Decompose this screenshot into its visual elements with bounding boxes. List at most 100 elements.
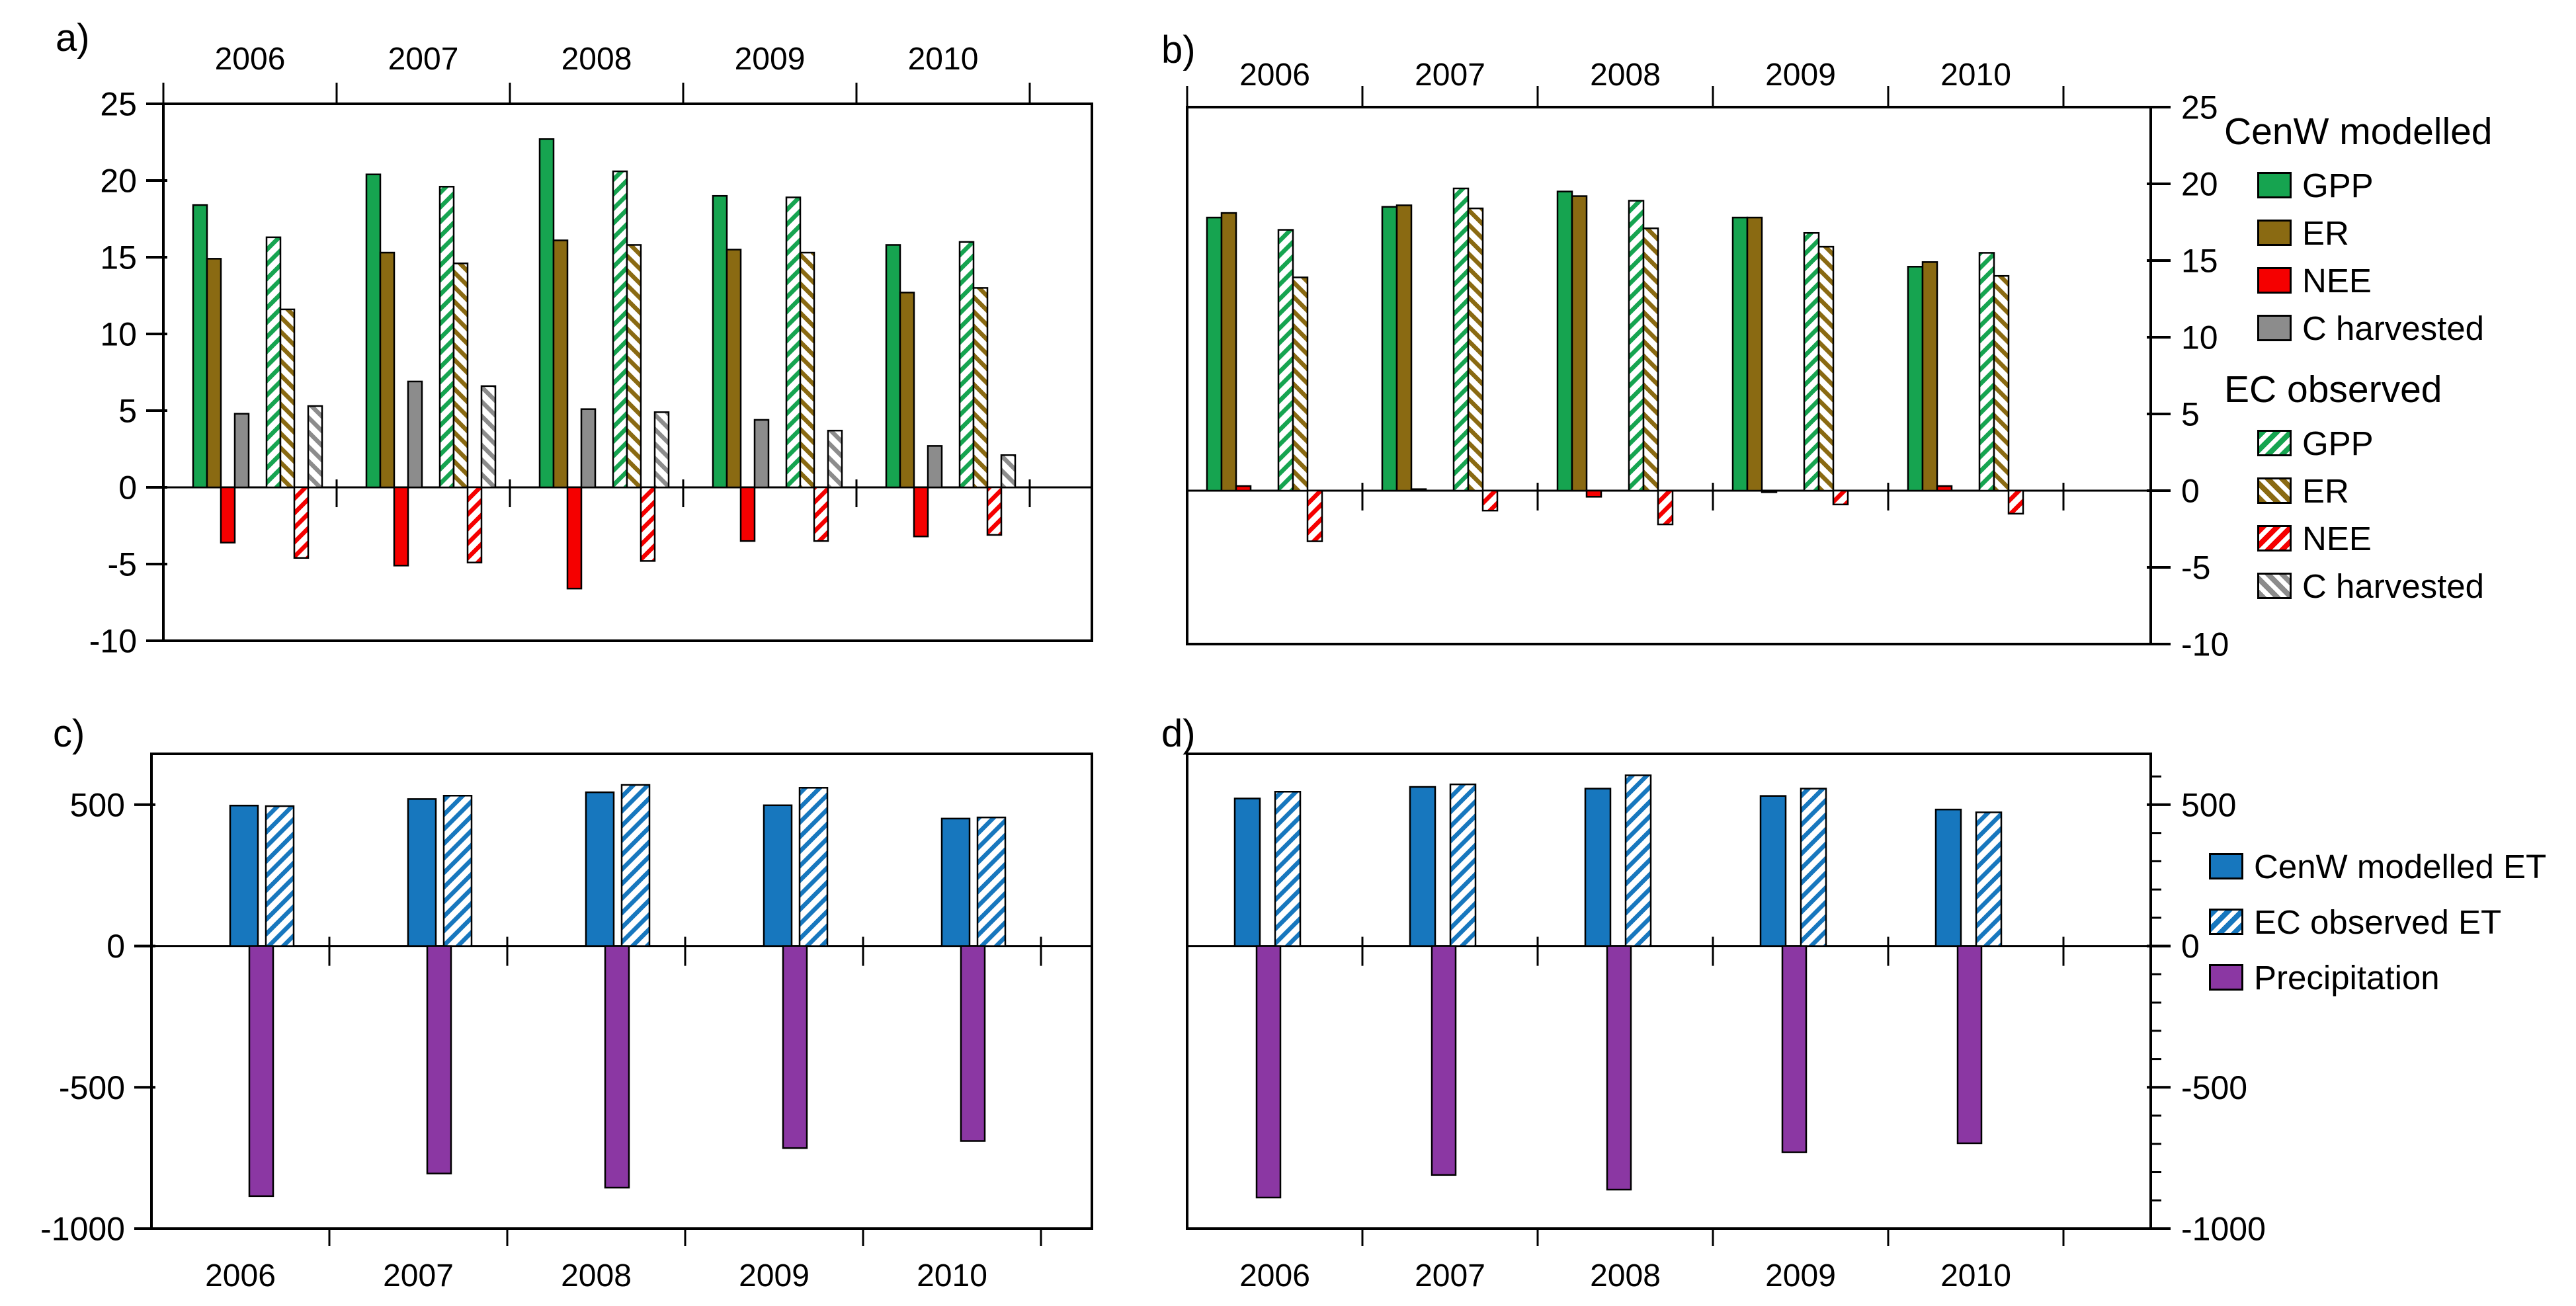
bar [265, 236, 282, 489]
bar [1934, 808, 1962, 947]
bar [1800, 788, 1827, 947]
axis-label: 5 [118, 393, 137, 430]
legend-item-label: C harvested [2302, 309, 2484, 347]
bar [1556, 190, 1573, 492]
axis-label: 2006 [215, 42, 286, 77]
charvested-solid-swatch-icon [2257, 315, 2292, 341]
bar [827, 429, 843, 489]
legend-item-precipitation: Precipitation [2209, 950, 2546, 1005]
legend-item-label: C harvested [2302, 567, 2484, 605]
bar [1274, 791, 1302, 947]
bar [1993, 274, 2010, 492]
axis-label: 500 [70, 786, 125, 823]
bar [813, 486, 829, 542]
bar [1584, 788, 1612, 947]
legend-water: CenW modelled ET EC observed ET Precipit… [2209, 838, 2546, 1005]
bar [1921, 261, 1938, 492]
bar [620, 784, 651, 947]
bar [2007, 489, 2024, 515]
axis-label: 2009 [1765, 58, 1836, 93]
bar [1452, 187, 1470, 492]
bar [763, 804, 793, 947]
bar [960, 945, 986, 1142]
bar [1220, 212, 1237, 492]
axis-label: 500 [2181, 786, 2236, 823]
legend-item-label: EC observed ET [2254, 903, 2502, 941]
axis-label: 2008 [561, 42, 632, 77]
bar [972, 287, 989, 489]
legend-cenw-modelled-title: CenW modelled [2224, 110, 2493, 153]
legend-item-label: NEE [2302, 519, 2372, 557]
legend-item-gpp-modelled: GPP [2224, 161, 2493, 209]
bar [192, 204, 208, 489]
bar [986, 486, 1003, 536]
bar [1628, 200, 1645, 492]
bar [307, 405, 323, 489]
bar [1781, 945, 1807, 1153]
bar [580, 408, 597, 489]
et-hatched-swatch-icon [2209, 909, 2243, 935]
bar [976, 816, 1007, 947]
bar [552, 239, 569, 489]
bar [265, 805, 295, 947]
bar [899, 292, 915, 489]
axis-label: -1000 [40, 1211, 125, 1248]
bar [1467, 207, 1484, 492]
bar [799, 251, 815, 489]
bar [407, 798, 437, 947]
bar [1731, 216, 1749, 492]
legend-item-label: GPP [2302, 424, 2374, 462]
panel-d-chart: 500 0 -500 -1000 2006 2007 2008 2009 2010 [1186, 753, 2266, 1293]
bar [1956, 945, 1983, 1145]
axis-label: 5 [2181, 396, 2200, 433]
bar [1292, 276, 1309, 492]
bar [1746, 216, 1763, 492]
bar [739, 486, 756, 542]
legend-item-er-observed: ER [2224, 467, 2484, 514]
plot-area [1186, 753, 2152, 1230]
nee-solid-swatch-icon [2257, 267, 2292, 294]
bar [1657, 489, 1674, 526]
axis-label: 2007 [1415, 1258, 1485, 1293]
axis-label: 2006 [205, 1258, 276, 1293]
legend-item-ec-et: EC observed ET [2209, 894, 2546, 950]
bar [1206, 216, 1223, 492]
axis-label: 10 [100, 316, 137, 353]
legend-item-label: Precipitation [2254, 958, 2440, 997]
axis-label: 20 [2181, 166, 2218, 203]
bar [566, 486, 583, 590]
gpp-solid-swatch-icon [2257, 172, 2292, 198]
axis-label: 2010 [1940, 1258, 2011, 1293]
axis-label: 2010 [917, 1258, 987, 1293]
et-solid-swatch-icon [2209, 853, 2243, 879]
bar [1381, 206, 1398, 492]
bar [1255, 945, 1282, 1199]
bar [1449, 783, 1477, 947]
panel-a-chart: 25 20 15 10 5 0 -5 -10 2006 2007 2008 2009 2010 [89, 42, 1093, 660]
legend-item-nee-observed: NEE [2224, 514, 2484, 562]
bar [1978, 252, 1995, 492]
axis-label: 2009 [739, 1258, 810, 1293]
legend-item-label: CenW modelled ET [2254, 847, 2547, 885]
bar [1395, 204, 1413, 492]
bar [1409, 786, 1436, 947]
axis-label: -500 [2181, 1069, 2247, 1106]
panel-c-chart: 500 0 -500 -1000 2006 2007 2008 2009 2010 [40, 753, 1093, 1293]
bar [1000, 454, 1017, 489]
bar [726, 249, 742, 489]
axis-label: 2007 [383, 1258, 454, 1293]
precipitation-solid-swatch-icon [2209, 964, 2243, 991]
axis-label: 2008 [561, 1258, 632, 1293]
charvested-hatched-swatch-icon [2257, 573, 2292, 599]
axis-label: 10 [2181, 319, 2218, 356]
axis-label: 0 [106, 928, 125, 965]
bar [248, 945, 274, 1198]
axis-label: 2010 [1940, 58, 2011, 93]
panel-a-label: a) [56, 17, 90, 60]
panel-d-label: d) [1161, 712, 1196, 755]
bar [1410, 488, 1427, 492]
panel-b-chart: 25 20 15 10 5 0 -5 -10 2006 2007 2008 2009 2010 [1186, 58, 2229, 663]
axis-label: 2008 [1590, 1258, 1661, 1293]
axis-label: 2008 [1590, 58, 1661, 93]
bar [1431, 945, 1457, 1176]
